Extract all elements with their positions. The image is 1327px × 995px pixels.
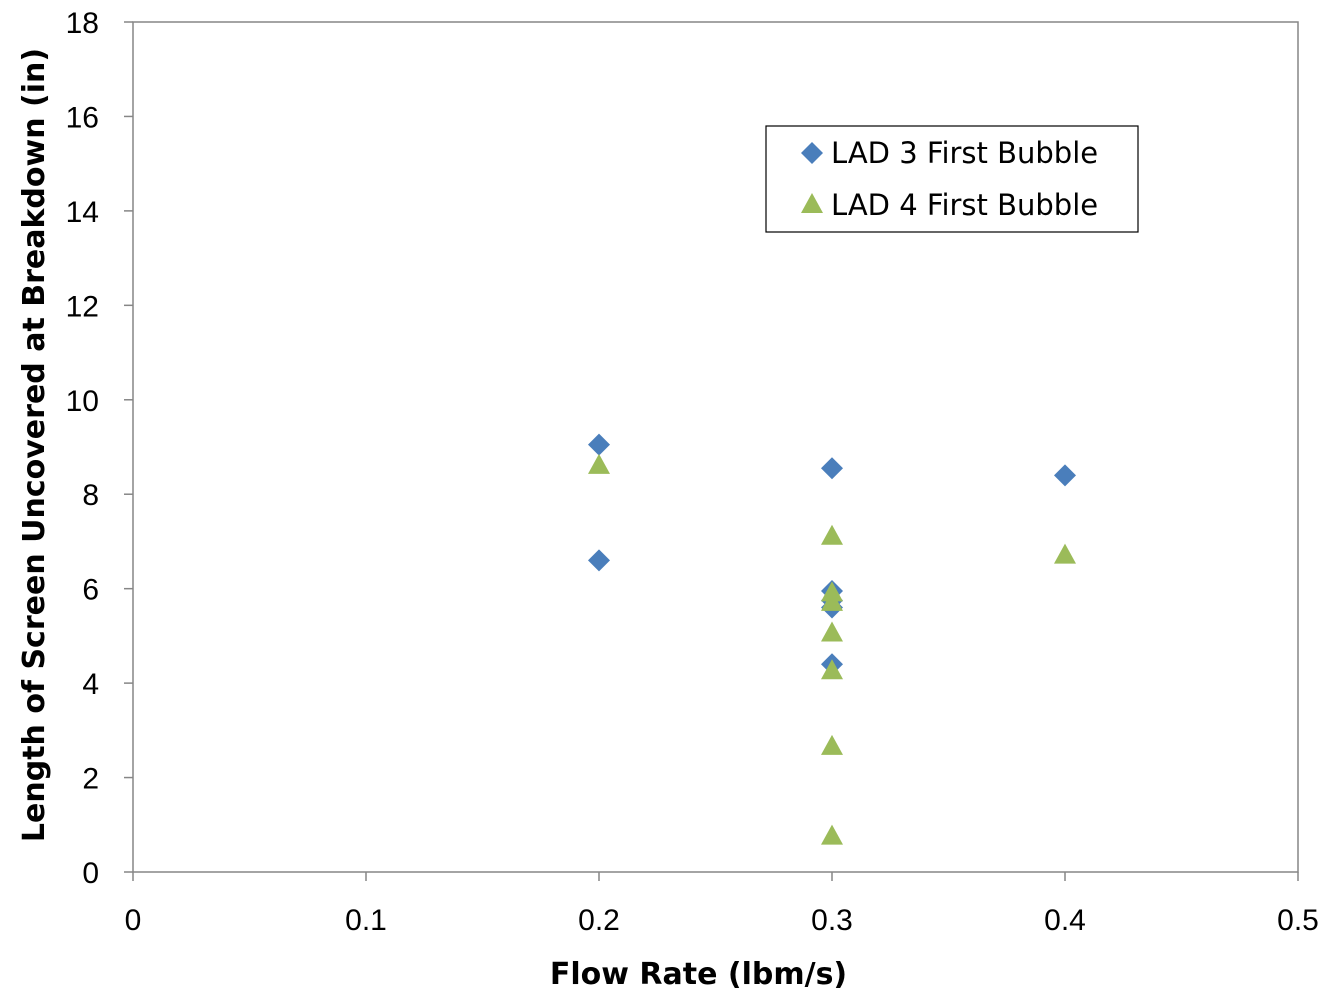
legend-item: LAD 3 First Bubble [801, 136, 1098, 170]
triangle-point [821, 824, 843, 845]
x-tick-label: 0.1 [345, 904, 387, 937]
legend-diamond-marker [801, 142, 823, 164]
legend-box [765, 125, 1139, 233]
y-tick-label: 14 [66, 196, 99, 229]
y-tick-label: 0 [82, 857, 99, 890]
diamond-point [588, 433, 610, 456]
y-tick-label: 12 [66, 290, 99, 323]
x-tick-label: 0.2 [578, 904, 620, 937]
legend-label: LAD 3 First Bubble [831, 136, 1098, 170]
x-tick-label: 0.5 [1277, 904, 1319, 937]
triangle-point [821, 621, 843, 642]
x-axis: 0 0.1 0.2 0.3 0.4 0.5 [125, 872, 1319, 937]
series-group [588, 453, 1076, 845]
legend-item: LAD 4 First Bubble [801, 188, 1098, 222]
legend-label: LAD 4 First Bubble [831, 188, 1098, 222]
diamond-point [588, 549, 610, 572]
y-tick-label: 10 [66, 385, 99, 418]
y-tick-label: 8 [82, 479, 99, 512]
diamond-point [1054, 464, 1076, 487]
y-tick-label: 6 [82, 574, 99, 607]
y-tick-label: 4 [82, 668, 99, 701]
legend-triangle-marker [801, 193, 823, 213]
y-axis: 0 2 4 6 8 10 12 14 16 18 [66, 7, 133, 890]
y-axis-title: Length of Screen Uncovered at Breakdown … [17, 48, 52, 842]
triangle-point [821, 734, 843, 755]
y-tick-label: 2 [82, 763, 99, 796]
data-points [588, 433, 1076, 845]
triangle-point [821, 524, 843, 545]
triangle-point [588, 453, 610, 474]
x-tick-label: 0.4 [1044, 904, 1086, 937]
y-tick-label: 18 [66, 7, 99, 40]
x-axis-title: Flow Rate (lbm/s) [550, 957, 847, 992]
y-tick-label: 16 [66, 101, 99, 134]
triangle-point [821, 659, 843, 680]
diamond-point [821, 457, 843, 480]
triangle-point [1054, 543, 1076, 564]
triangle-point [821, 590, 843, 611]
x-tick-label: 0 [125, 904, 142, 937]
legend: LAD 3 First Bubble LAD 4 First Bubble [765, 125, 1139, 233]
x-tick-label: 0.3 [811, 904, 853, 937]
